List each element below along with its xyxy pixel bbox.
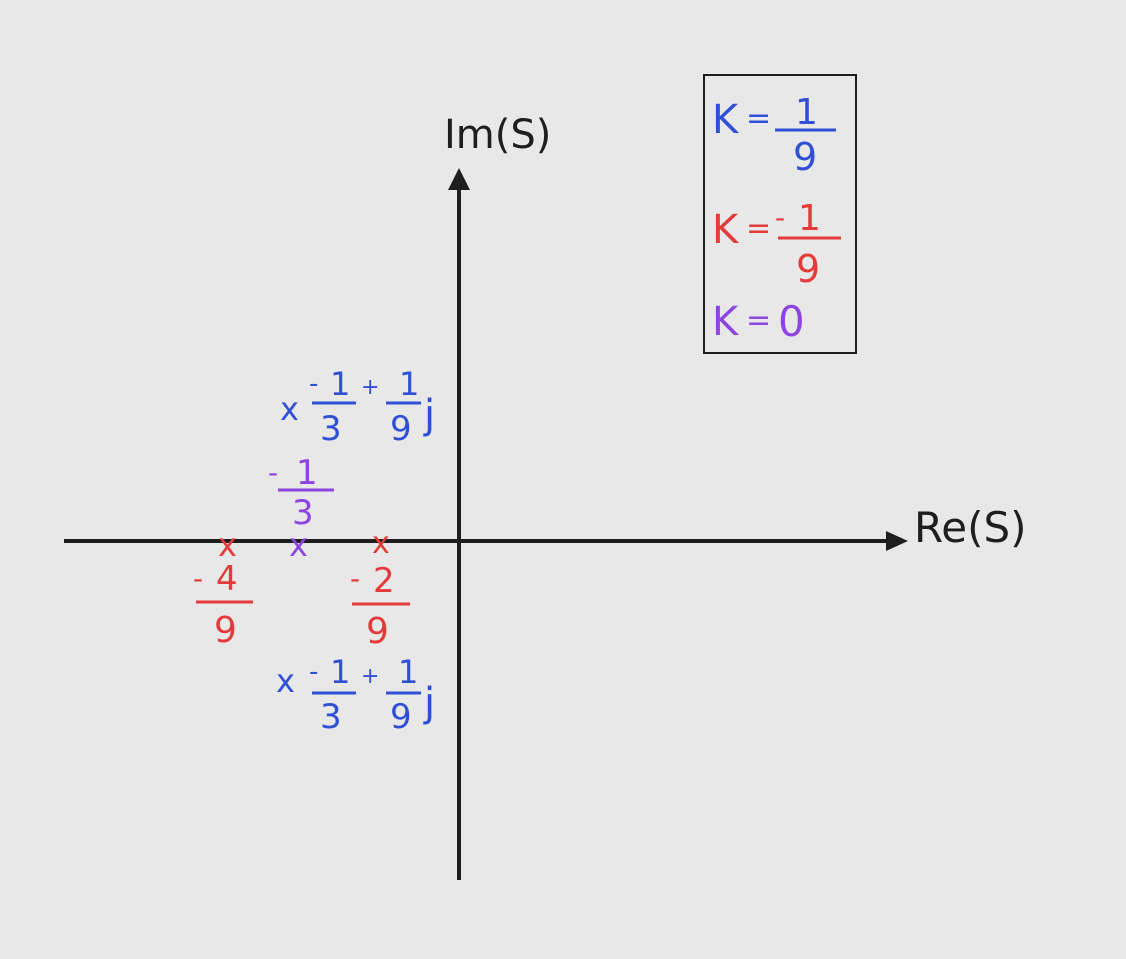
legend: K = 1 9 K = - 1 9 K = 0 [703, 74, 857, 354]
pole-re-numerator: 1 [330, 365, 350, 403]
legend-denominator: 9 [793, 135, 817, 179]
real-axis-label: Re(S) [914, 503, 1027, 552]
pole-re-denominator: 3 [320, 697, 342, 737]
legend-item-k-negative: K = - 1 9 [712, 198, 841, 291]
legend-numerator: 1 [795, 92, 818, 133]
pole-k-negative-left: x - 4 9 [193, 526, 253, 651]
pole-marker: x [372, 526, 390, 561]
pole-operator: + [361, 664, 379, 689]
legend-numerator: 1 [798, 198, 821, 239]
pole-re-sign: - [309, 369, 318, 399]
imag-axis-label: Im(S) [444, 112, 551, 158]
pole-j: j [423, 680, 435, 726]
legend-k-label: K [712, 207, 740, 253]
pole-numerator: 4 [216, 559, 238, 599]
pole-marker: x [218, 526, 237, 564]
pole-numerator: 2 [373, 561, 395, 601]
pole-marker: x [289, 526, 308, 564]
pole-im-numerator: 1 [399, 365, 419, 403]
pole-sign: - [268, 456, 278, 489]
pole-operator: + [361, 375, 379, 400]
pole-re-sign: - [309, 657, 318, 687]
pole-im-denominator: 9 [390, 409, 412, 449]
legend-item-k-positive: K = 1 9 [712, 92, 836, 179]
legend-value: 0 [778, 297, 805, 346]
legend-item-k-zero: K = 0 [712, 297, 805, 346]
pole-marker: x [276, 662, 295, 700]
pole-numerator: 1 [296, 453, 318, 493]
pole-im-denominator: 9 [390, 697, 412, 737]
pole-denominator: 3 [292, 493, 314, 533]
pole-sign: - [350, 562, 360, 595]
pole-sign: - [193, 562, 203, 595]
pole-k-negative-right: x - 2 9 [350, 526, 410, 652]
legend-denominator: 9 [796, 247, 820, 291]
real-axis-arrow [886, 531, 908, 551]
legend-equals: = [746, 211, 771, 246]
legend-k-label: K [712, 97, 740, 143]
legend-equals: = [746, 101, 771, 136]
pole-denominator: 9 [214, 610, 237, 651]
pole-im-numerator: 1 [398, 653, 418, 691]
legend-k-label: K [712, 299, 740, 345]
pole-j: j [423, 392, 435, 438]
pole-denominator: 9 [366, 611, 389, 652]
legend-equals: = [746, 303, 771, 338]
pole-k-zero: x - 1 3 [268, 453, 334, 564]
pole-re-numerator: 1 [330, 653, 350, 691]
imag-axis-arrow [448, 168, 470, 190]
axes: Im(S) Re(S) [64, 112, 1027, 880]
legend-sign: - [775, 201, 785, 234]
legend-box [703, 74, 857, 354]
pole-k-positive-lower: x - 1 3 + 1 9 j [276, 653, 435, 737]
pole-marker: x [280, 390, 299, 428]
pole-k-positive-upper: x - 1 3 + 1 9 j [280, 365, 435, 449]
pole-re-denominator: 3 [320, 409, 342, 449]
